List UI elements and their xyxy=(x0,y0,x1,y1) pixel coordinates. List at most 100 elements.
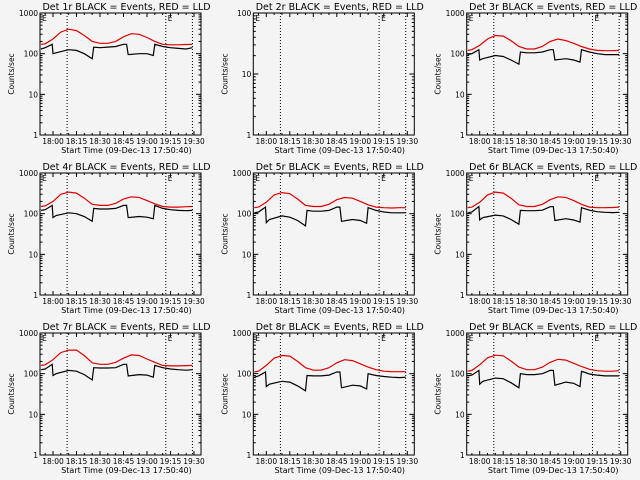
y-tick-label: 1000 xyxy=(232,169,251,178)
x-tick-label: 19:15 xyxy=(160,457,182,466)
panel-det-6: Det 6r BLACK = Events, RED = LLD 1 10 100 10… xyxy=(434,162,638,315)
x-tick-label: 18:45 xyxy=(539,137,561,146)
series-events-line xyxy=(40,204,193,223)
y-axis-label: Counts/sec xyxy=(220,373,229,414)
event-marker-label: E xyxy=(595,174,600,183)
series-lld-line xyxy=(467,191,620,209)
panel-det-7: Det 7r BLACK = Events, RED = LLD 1 10 100 10… xyxy=(7,322,211,475)
y-tick-label: 1 xyxy=(460,291,465,300)
x-tick-label: 19:15 xyxy=(586,137,608,146)
x-axis-label: Start Time (09-Dec-13 17:50:40) xyxy=(488,466,619,475)
x-tick-label: 18:45 xyxy=(113,457,135,466)
x-tick-label: 19:00 xyxy=(563,457,585,466)
panel-title: Det 5r BLACK = Events, RED = LLD xyxy=(256,162,424,173)
x-tick-label: 18:00 xyxy=(42,457,64,466)
panel-det-1: Det 1r BLACK = Events, RED = LLD 1 10 100 10… xyxy=(7,2,211,155)
series-events-line xyxy=(467,205,620,226)
panel-title: Det 6r BLACK = Events, RED = LLD xyxy=(469,162,637,173)
series-lld-line xyxy=(40,349,193,367)
x-tick-label: 18:15 xyxy=(279,137,301,146)
series-events-line xyxy=(254,371,406,392)
y-tick-label: 1000 xyxy=(19,9,38,18)
x-tick-label: 18:00 xyxy=(469,137,491,146)
x-tick-label: 19:30 xyxy=(610,137,632,146)
x-tick-label: 18:15 xyxy=(279,297,301,306)
panel-det-9: Det 9r BLACK = Events, RED = LLD 1 10 100 10… xyxy=(434,322,638,475)
x-tick-label: 18:15 xyxy=(492,137,514,146)
y-tick-label: 10 xyxy=(455,250,465,259)
event-marker-label: E xyxy=(255,14,260,23)
x-tick-label: 18:00 xyxy=(42,137,64,146)
x-tick-label: 18:15 xyxy=(279,457,301,466)
series-events-line xyxy=(40,363,193,382)
x-tick-label: 19:30 xyxy=(396,457,418,466)
x-tick-label: 19:15 xyxy=(586,457,608,466)
x-tick-label: 18:45 xyxy=(326,297,348,306)
event-marker-label: E xyxy=(381,14,386,23)
x-axis-label: Start Time (09-Dec-13 17:50:40) xyxy=(61,306,192,315)
series-lld-line xyxy=(40,28,193,46)
event-marker-label: E xyxy=(595,334,600,343)
y-tick-label: 100 xyxy=(24,50,39,59)
panel-title: Det 1r BLACK = Events, RED = LLD xyxy=(42,2,210,13)
y-axis-label: Counts/sec xyxy=(220,53,229,94)
x-tick-label: 19:30 xyxy=(610,297,632,306)
series-events-line xyxy=(254,205,406,227)
y-tick-label: 10 xyxy=(28,90,38,99)
x-tick-label: 18:30 xyxy=(302,297,324,306)
x-tick-label: 18:15 xyxy=(66,297,88,306)
y-tick-label: 1 xyxy=(460,131,465,140)
x-tick-label: 19:00 xyxy=(563,297,585,306)
plot-frame xyxy=(466,12,629,136)
panel-title: Det 9r BLACK = Events, RED = LLD xyxy=(469,322,637,333)
x-tick-label: 18:45 xyxy=(539,457,561,466)
y-tick-label: 1 xyxy=(247,291,252,300)
x-tick-label: 18:30 xyxy=(516,297,538,306)
x-axis-label: Start Time (09-Dec-13 17:50:40) xyxy=(275,146,406,155)
event-marker-label: E xyxy=(469,14,474,23)
y-tick-label: 1 xyxy=(247,131,252,140)
y-axis-label: Counts/sec xyxy=(220,213,229,254)
y-axis-label: Counts/sec xyxy=(434,373,443,414)
x-tick-label: 18:45 xyxy=(113,137,135,146)
event-marker-label: E xyxy=(42,14,47,23)
x-tick-label: 19:15 xyxy=(373,137,395,146)
series-events-line xyxy=(467,369,620,389)
x-axis-label: Start Time (09-Dec-13 17:50:40) xyxy=(488,306,619,315)
y-tick-label: 1 xyxy=(33,451,38,460)
y-tick-label: 1000 xyxy=(19,169,38,178)
x-tick-label: 19:00 xyxy=(349,297,371,306)
x-tick-label: 19:30 xyxy=(396,137,418,146)
plot-frame xyxy=(39,332,202,456)
y-tick-label: 10 xyxy=(28,410,38,419)
x-tick-label: 18:00 xyxy=(469,297,491,306)
plot-frame xyxy=(252,172,415,296)
x-tick-label: 18:00 xyxy=(255,297,277,306)
y-tick-label: 100 xyxy=(24,370,39,379)
y-tick-label: 1000 xyxy=(232,329,251,338)
x-tick-label: 18:15 xyxy=(66,137,88,146)
x-axis-label: Start Time (09-Dec-13 17:50:40) xyxy=(61,466,192,475)
panel-title: Det 8r BLACK = Events, RED = LLD xyxy=(256,322,424,333)
panel-det-2: Det 2r BLACK = Events, RED = LLD 1 10 100 Co… xyxy=(220,2,424,155)
x-tick-label: 18:45 xyxy=(326,457,348,466)
plot-frame xyxy=(39,12,202,136)
event-marker-label: E xyxy=(381,334,386,343)
x-tick-label: 18:15 xyxy=(492,457,514,466)
y-tick-label: 1 xyxy=(33,291,38,300)
panel-title: Det 7r BLACK = Events, RED = LLD xyxy=(42,322,210,333)
plot-frame xyxy=(466,172,629,296)
event-marker-label: E xyxy=(42,334,47,343)
y-axis-label: Counts/sec xyxy=(7,213,16,254)
event-marker-label: E xyxy=(42,174,47,183)
y-tick-label: 100 xyxy=(237,370,252,379)
x-tick-label: 18:30 xyxy=(302,137,324,146)
event-marker-label: E xyxy=(595,14,600,23)
event-marker-label: E xyxy=(255,334,260,343)
event-marker-label: E xyxy=(381,174,386,183)
x-tick-label: 18:15 xyxy=(66,457,88,466)
y-tick-label: 10 xyxy=(242,250,252,259)
x-tick-label: 19:15 xyxy=(373,297,395,306)
event-marker-label: E xyxy=(168,174,173,183)
y-tick-label: 100 xyxy=(450,210,465,219)
